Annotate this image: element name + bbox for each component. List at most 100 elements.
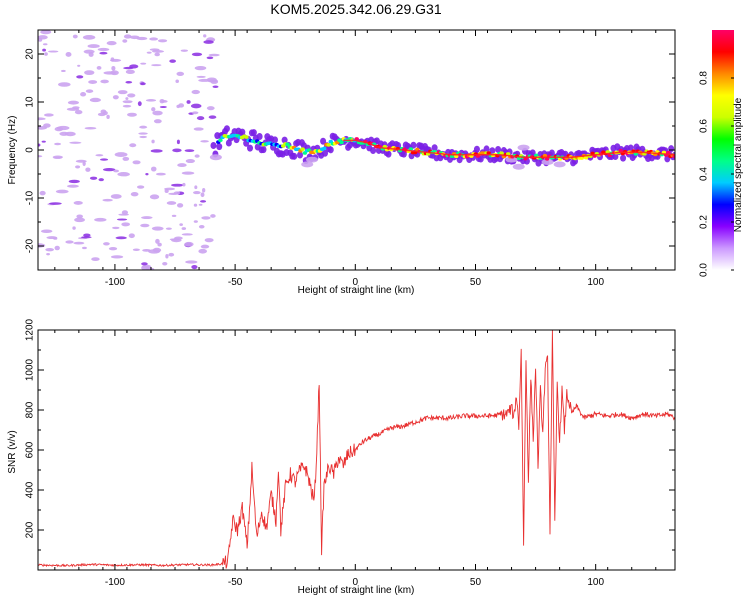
noise-blob [112,95,119,100]
noise-blob [113,169,120,173]
noise-blob [149,194,160,200]
ridge-core [486,151,491,155]
noise-blob [85,167,91,172]
ridge-puff [553,161,566,168]
noise-blob [141,262,148,266]
x-tick-label: -50 [228,277,243,288]
x-tick-label: 0 [353,577,359,588]
noise-blob [46,252,50,256]
ridge-peak-line [343,139,675,158]
noise-blob [206,106,215,111]
noise-blob [136,185,145,189]
noise-blob [74,217,86,223]
noise-blob [41,140,46,143]
noise-blob [176,203,184,208]
noise-blob [117,90,128,95]
ridge-halo [247,144,254,152]
noise-blob [85,89,94,93]
noise-blob [102,167,116,172]
noise-blob [100,158,109,161]
noise-blob [125,69,135,75]
noise-blob [39,190,46,196]
noise-blob [74,110,83,115]
ridge-halo [400,150,407,158]
noise-blob [75,165,81,169]
ridge-halo [410,141,417,149]
ridge-puff [517,144,530,151]
noise-blob [151,139,155,144]
spectrogram-plot-area [38,30,675,270]
noise-blob [200,140,209,143]
ridge-puff [505,156,518,163]
noise-blob [84,70,95,76]
snr-ticks: -100 -50 0 50 100 200 400 600 800 1000 1200 [25,318,675,588]
noise-blob [121,222,131,227]
noise-blob [152,110,163,116]
ridge-halo [431,144,438,152]
ridge-halo [210,142,217,150]
noise-blob [194,154,200,158]
noise-blob [115,236,127,240]
noise-blob [198,78,211,82]
noise-blob [56,125,70,131]
ridge-halo [281,136,288,144]
noise-blob [139,125,148,129]
noise-blob [132,160,141,165]
x-tick-label: 50 [470,277,482,288]
noise-blob [84,127,97,130]
y-tick-label: 1000 [25,358,36,381]
noise-blob [191,265,198,270]
noise-blob [43,123,51,128]
noise-blob [82,246,87,250]
noise-blob [148,249,161,254]
spectrogram-ylabel: Frequency (Hz) [7,116,18,185]
noise-blob [151,50,165,53]
noise-blob [132,248,140,252]
noise-blob [204,238,214,243]
noise-blob [65,240,74,244]
ridge-halo [256,133,263,141]
noise-blob [99,51,108,55]
noise-blob [73,201,83,205]
noise-blob [111,65,116,71]
noise-blob [66,184,79,188]
noise-blob [193,203,198,207]
ridge-puff [301,161,314,168]
noise-blob [47,50,59,53]
noise-blob [140,62,147,65]
ridge-halo [327,146,334,154]
ridge-core [544,157,550,161]
x-tick-label: 50 [470,577,482,588]
colorbar-ticks: 0.0 0.2 0.4 0.6 0.8 [699,71,734,277]
noise-blob [122,39,128,43]
noise-blob [176,71,185,76]
noise-blob [196,116,205,121]
x-tick-label: -50 [228,577,243,588]
noise-blob [208,53,220,57]
ridge-puff [512,163,525,170]
colorbar-tick-label: 0.2 [699,215,710,229]
noise-blob [151,226,164,231]
noise-blob [181,171,195,175]
noise-blob [165,254,169,259]
ridge-halo [385,150,392,158]
noise-blob [102,111,108,116]
noise-blob [179,223,183,226]
noise-blob [130,191,139,197]
noise-blob [159,98,165,104]
noise-blob [66,107,80,111]
noise-blob [96,66,102,70]
noise-blob [82,35,96,40]
noise-blob [68,179,80,184]
noise-blob [112,226,120,230]
noise-blob [122,104,132,108]
y-tick-label: 10 [25,96,36,108]
noise-blob [54,142,62,146]
noise-blob [185,159,195,164]
noise-blob [122,156,130,161]
noise-blob [82,161,86,167]
noise-blob [154,52,160,57]
noise-blob [175,79,179,84]
ridge-halo [370,147,377,155]
